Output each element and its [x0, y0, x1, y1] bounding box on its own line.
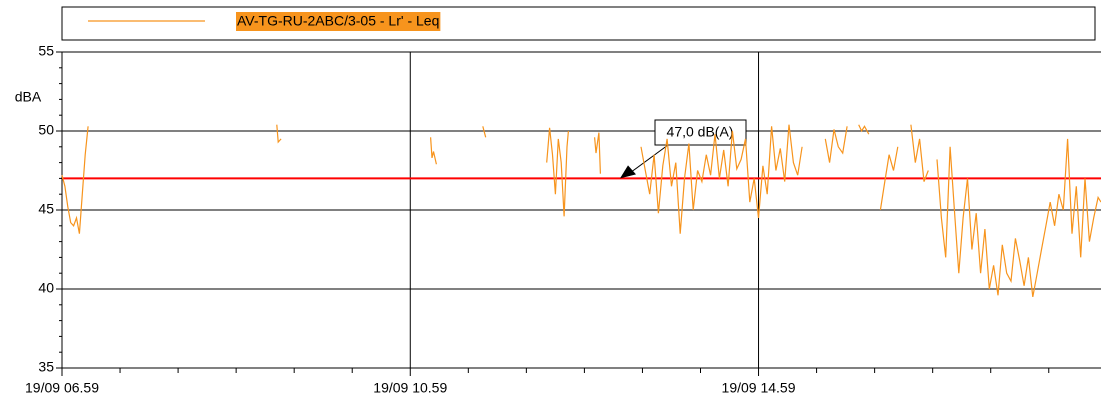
annotation-arrowhead	[620, 165, 636, 179]
x-tick-label: 19/09 10.59	[373, 380, 447, 396]
y-tick-label: 40	[38, 280, 54, 296]
annotation-arrow	[631, 144, 669, 172]
annotation-box	[654, 119, 747, 146]
y-tick-label: 45	[38, 201, 54, 217]
series-line	[61, 124, 1101, 298]
annotation-text: 47,0 dB(A)	[667, 124, 734, 140]
y-tick-label: 35	[38, 359, 54, 375]
y-tick-label: 55	[38, 43, 54, 59]
x-tick-label: 19/09 06.59	[25, 380, 99, 396]
legend-box	[61, 6, 1096, 41]
legend-label-bg	[236, 12, 441, 31]
y-tick-label: 50	[38, 122, 54, 138]
x-tick-label: 19/09 14.59	[722, 380, 796, 396]
y-axis-label: dBA	[15, 89, 42, 105]
legend-label: AV-TG-RU-2ABC/3-05 - Lr' - Leq	[237, 13, 439, 29]
